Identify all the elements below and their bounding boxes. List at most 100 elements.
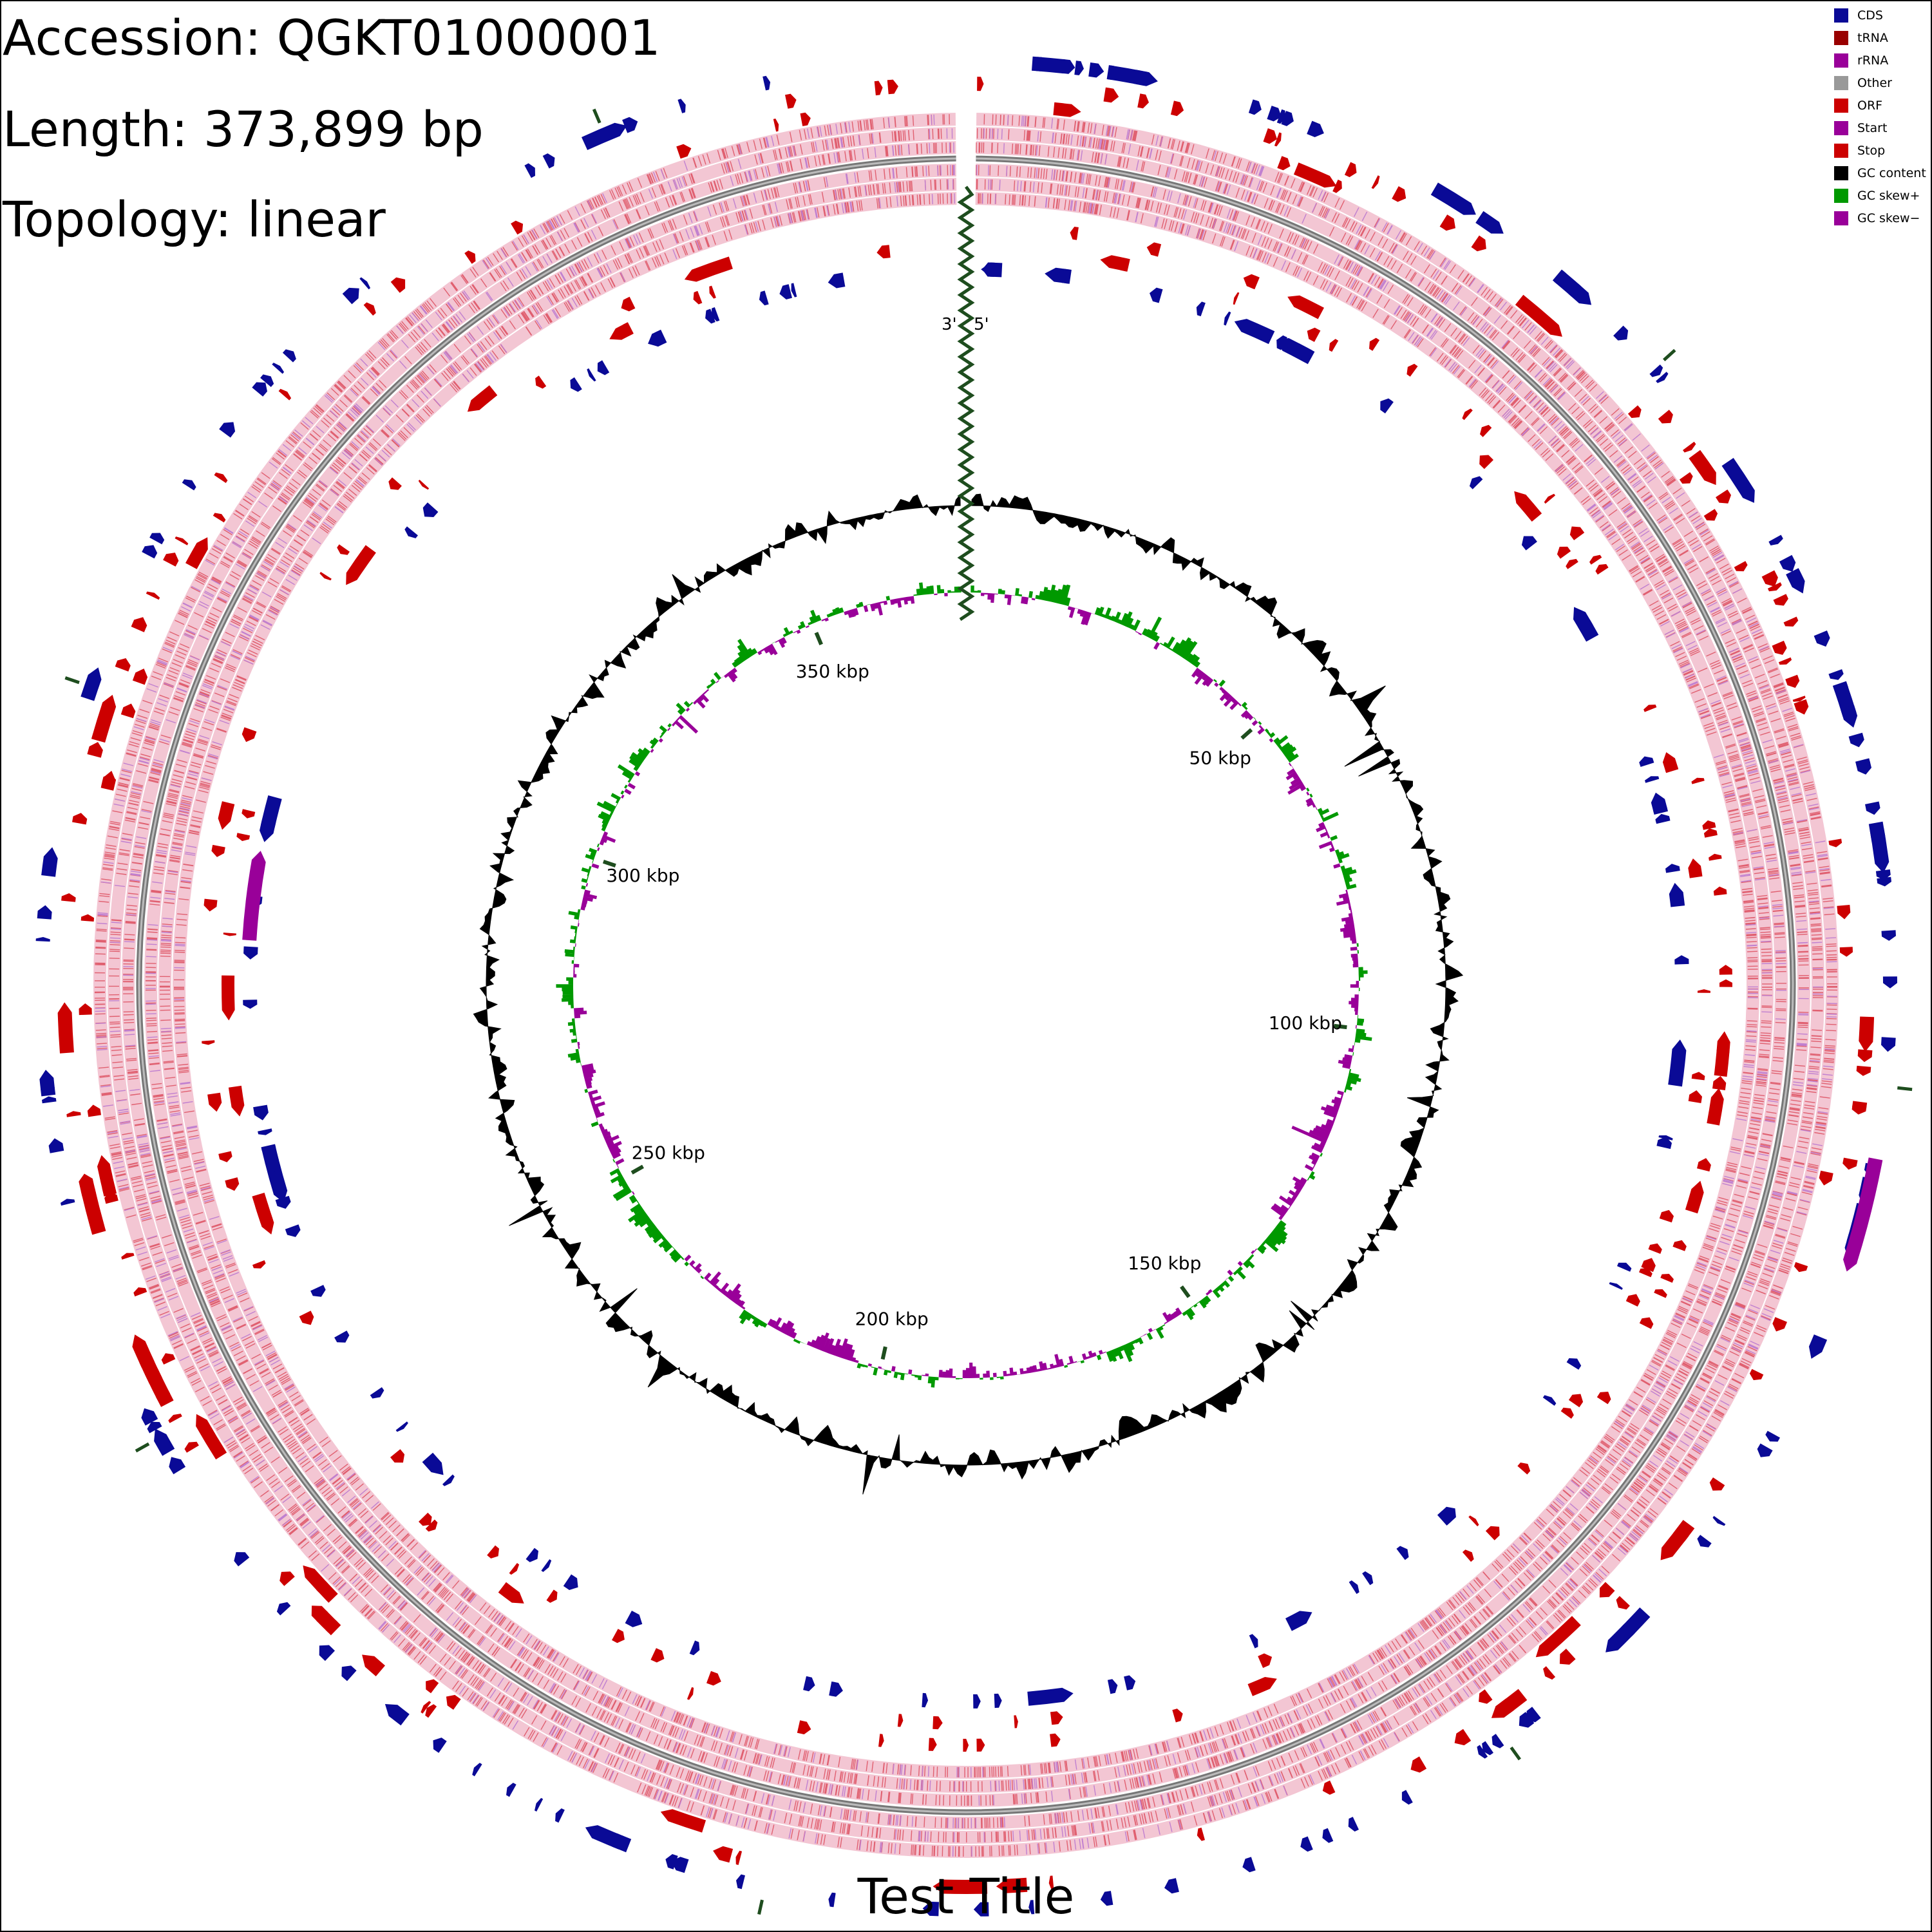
orf-arrow — [184, 1441, 199, 1453]
cds-arrow — [1566, 1358, 1582, 1370]
cds-arrow — [48, 1138, 64, 1153]
orf-arrow — [1322, 1780, 1336, 1795]
cds-arrow — [759, 290, 769, 306]
tick-label: 350 kbp — [796, 661, 869, 682]
orf-arrow — [1589, 554, 1602, 565]
legend-item: ORF — [1834, 94, 1926, 117]
orf-arrow — [163, 553, 179, 567]
orf-arrow — [1709, 1477, 1725, 1491]
orf-arrow — [222, 975, 235, 1021]
start-stop-ring — [122, 141, 1810, 1830]
cds-arrow — [1276, 335, 1287, 350]
cds-arrow — [1322, 1828, 1334, 1843]
cds-arrow — [1542, 1395, 1557, 1406]
orf-arrow — [1719, 979, 1733, 987]
orf-arrow — [72, 813, 88, 825]
cds-arrow — [310, 1285, 326, 1297]
legend-label: GC content — [1857, 166, 1926, 180]
cds-arrow — [404, 526, 418, 538]
orf-arrow — [996, 1877, 1028, 1893]
cds-arrow — [622, 117, 638, 133]
orf-arrow — [1772, 1317, 1787, 1332]
orf-arrow — [773, 118, 779, 132]
orf-arrow — [204, 898, 218, 912]
legend-swatch — [1834, 211, 1848, 225]
orf-arrow — [202, 1040, 215, 1045]
orf-arrow — [1842, 1157, 1858, 1170]
orf-arrow — [80, 1177, 106, 1235]
orf-arrow — [1713, 886, 1727, 896]
rrna-arrow — [1843, 1157, 1883, 1272]
orf-arrow — [1048, 1875, 1054, 1890]
cds-arrow — [258, 1128, 272, 1135]
orf-arrow — [1247, 1677, 1277, 1696]
cds-arrow — [1757, 1443, 1773, 1457]
cds-arrow — [828, 272, 846, 289]
cds-arrow — [1150, 287, 1163, 303]
tick-mark — [602, 859, 616, 868]
cds-arrow — [1521, 536, 1537, 551]
orf-arrow — [236, 833, 251, 841]
outer-tick-mark — [135, 1442, 150, 1453]
cds-arrow — [1249, 1634, 1258, 1649]
orf-arrow — [1596, 1392, 1611, 1405]
cds-arrow — [1100, 1891, 1113, 1906]
orf-arrow — [511, 220, 524, 235]
cds-arrow — [261, 1144, 276, 1150]
orf-arrow — [1749, 1368, 1764, 1381]
orf-arrow — [1274, 132, 1282, 147]
orf-arrow — [1462, 408, 1473, 421]
cds-arrow — [585, 1825, 632, 1853]
orf-arrow — [1172, 1709, 1183, 1723]
feature-tracks — [35, 56, 1897, 1917]
cds-arrow — [1430, 182, 1476, 215]
orf-arrow — [612, 1629, 625, 1643]
cds-arrow — [370, 1387, 384, 1399]
legend-swatch — [1834, 30, 1848, 45]
orf-arrow — [1707, 1088, 1724, 1126]
orf-arrow — [218, 1151, 232, 1162]
orf-arrow — [976, 1738, 985, 1752]
cds-arrow — [535, 1797, 544, 1812]
start-codon-marks — [160, 179, 1772, 1792]
gc-skew-negative — [573, 592, 1359, 1378]
cds-arrow — [39, 1070, 55, 1090]
cds-arrow — [922, 1692, 929, 1708]
orf-arrow — [101, 779, 115, 790]
orf-arrow — [211, 844, 225, 857]
cds-arrow — [1828, 669, 1844, 680]
cds-arrow — [422, 502, 439, 517]
legend-item: GC content — [1834, 162, 1926, 184]
orf-arrow — [878, 1734, 884, 1747]
outer-tick-mark — [1510, 1746, 1521, 1761]
orf-arrow — [1392, 186, 1406, 202]
cds-arrow — [689, 1640, 700, 1656]
tick-mark — [880, 1346, 887, 1360]
stop-codon-marks — [94, 114, 1838, 1857]
cds-arrow — [80, 667, 102, 701]
cds-arrow — [570, 377, 582, 392]
orf-arrow — [252, 1260, 266, 1269]
cds-arrow — [803, 1676, 815, 1692]
cds-arrow — [342, 287, 359, 305]
cds-arrow — [1074, 61, 1084, 75]
stop-codon-marks — [109, 128, 1824, 1843]
orf-arrow — [933, 1879, 988, 1894]
orf-arrow — [213, 513, 226, 523]
accession-label: Accession: QGKT01000001 — [3, 9, 661, 66]
orf-arrow — [1716, 489, 1731, 504]
orf-arrow — [1406, 363, 1418, 377]
orf-arrow — [1170, 100, 1184, 117]
cds-arrow — [1380, 398, 1394, 413]
cds-arrow — [1224, 311, 1231, 326]
cds-arrow — [341, 1665, 357, 1681]
orf-arrow — [1468, 1515, 1479, 1527]
cds-arrow — [1712, 1515, 1726, 1526]
cds-arrow — [1870, 828, 1886, 844]
cds-arrow — [705, 308, 715, 324]
orf-arrow — [1248, 275, 1260, 290]
cds-arrow — [1032, 56, 1049, 71]
orf-arrow — [1462, 1549, 1474, 1562]
cds-arrow — [442, 1474, 455, 1486]
